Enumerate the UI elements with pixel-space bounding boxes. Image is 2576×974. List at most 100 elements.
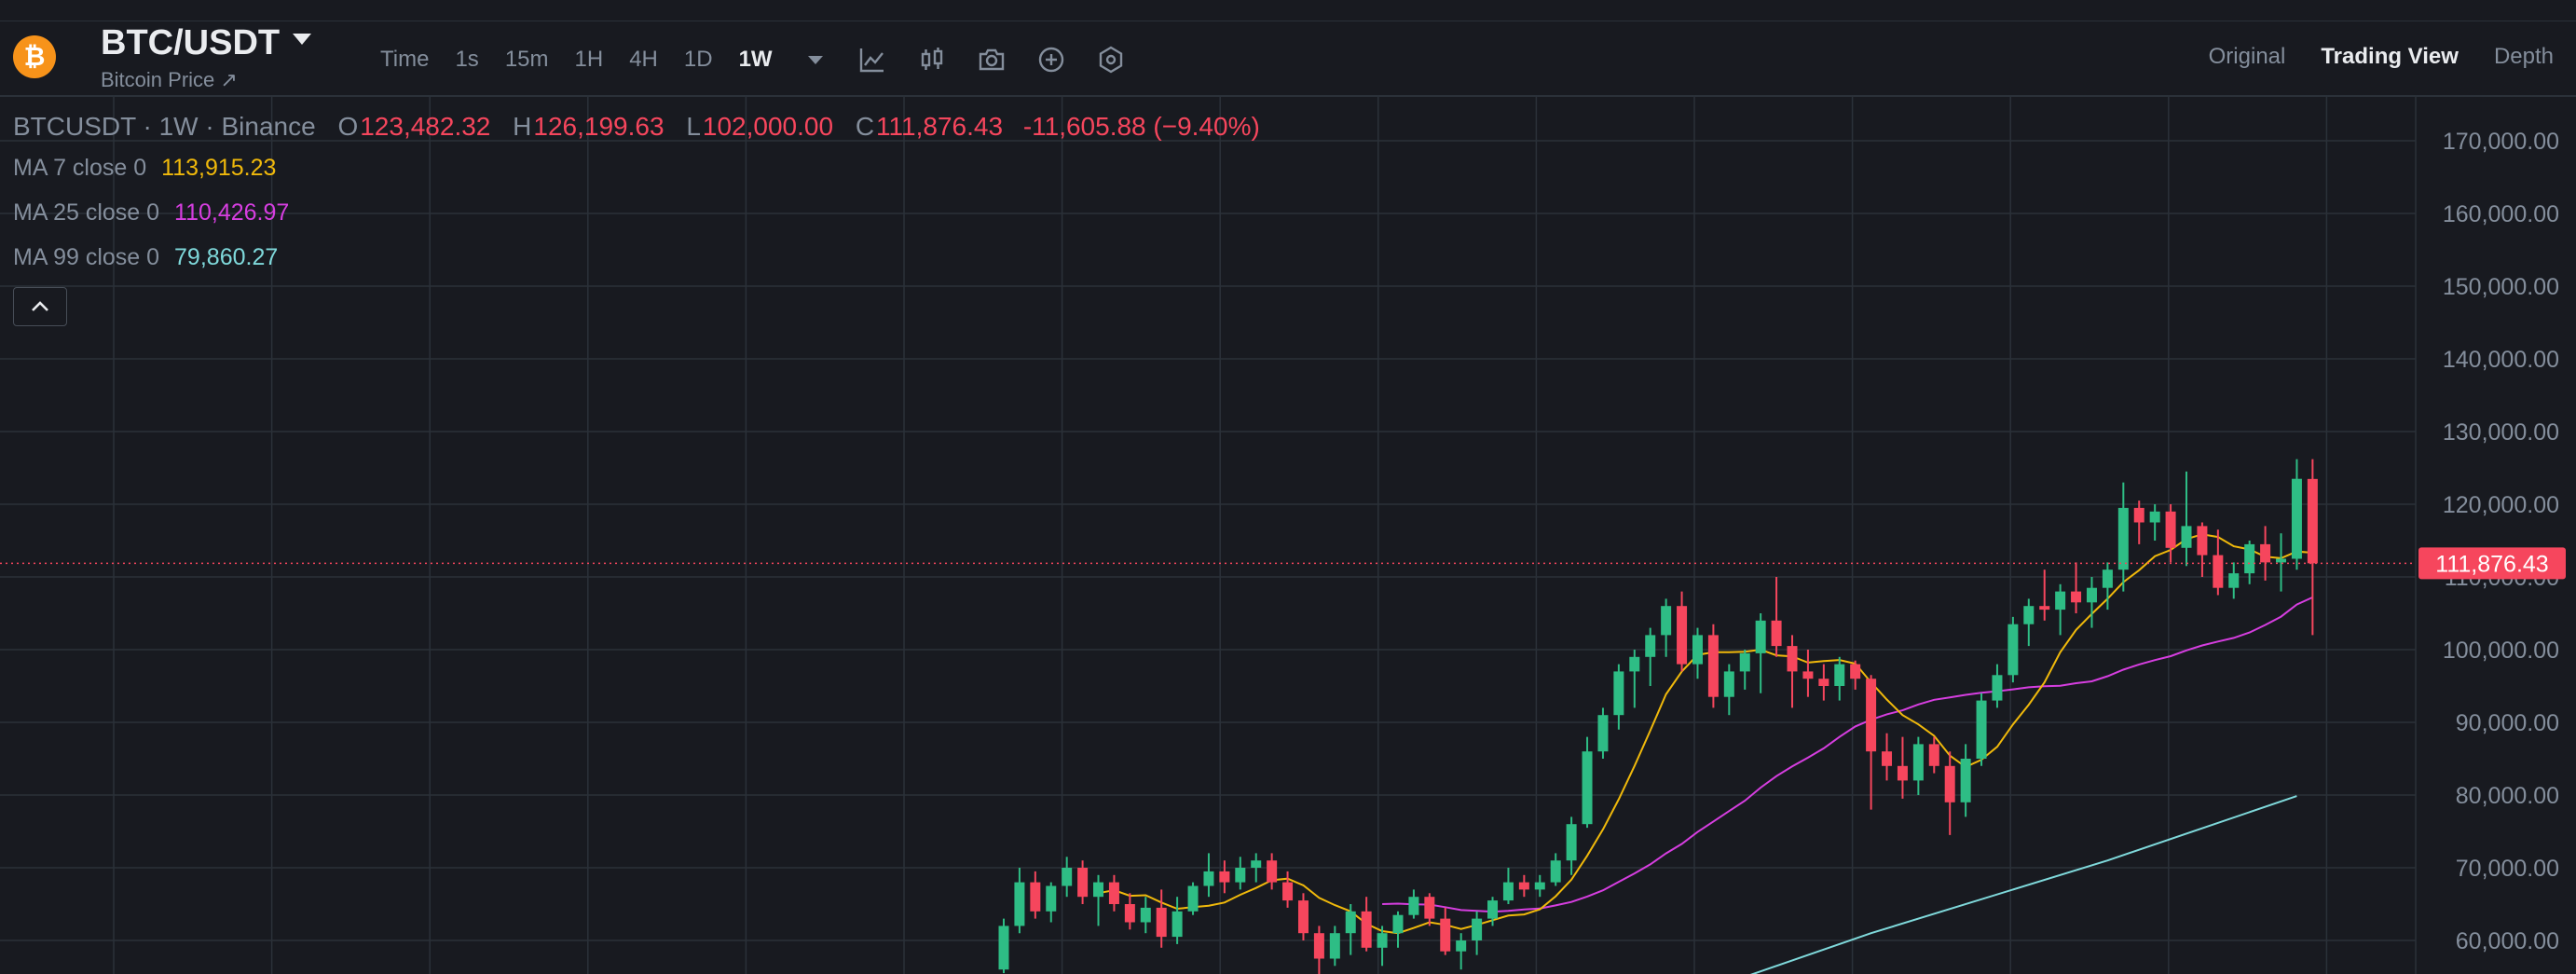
candle-up bbox=[1723, 671, 1734, 697]
ma99-path bbox=[1749, 795, 2297, 974]
close-value: 111,876.43 bbox=[876, 112, 1004, 141]
last-price-label: 111,876.43 bbox=[2435, 551, 2548, 577]
candle-up bbox=[1140, 907, 1151, 923]
interval-1h[interactable]: 1H bbox=[574, 47, 604, 72]
candle-up bbox=[2291, 478, 2302, 559]
interval-15m[interactable]: 15m bbox=[504, 47, 549, 72]
candles bbox=[998, 459, 2318, 974]
interval-4h[interactable]: 4H bbox=[629, 47, 658, 72]
price-tick-label: 120,000.00 bbox=[2443, 492, 2559, 518]
chart-legend: BTCUSDT · 1W · Binance O123,482.32 H126,… bbox=[13, 108, 1260, 280]
ohlc-row: BTCUSDT · 1W · Binance O123,482.32 H126,… bbox=[13, 108, 1260, 145]
candle-up bbox=[998, 926, 1009, 970]
candle-up bbox=[1566, 824, 1577, 861]
indicator-icon[interactable] bbox=[856, 44, 888, 75]
candle-down bbox=[1850, 664, 1861, 679]
candle-down bbox=[1313, 933, 1324, 959]
candle-down bbox=[1882, 751, 1893, 766]
high-key: H bbox=[513, 112, 532, 141]
caret-down-icon bbox=[293, 33, 312, 45]
interval-1s[interactable]: 1s bbox=[455, 47, 479, 72]
add-icon[interactable] bbox=[1035, 44, 1067, 75]
candle-down bbox=[1707, 635, 1719, 697]
open-key: O bbox=[337, 112, 359, 141]
candle-down bbox=[2165, 511, 2176, 548]
high-value: 126,199.63 bbox=[533, 112, 665, 141]
chart-grid bbox=[0, 95, 2417, 974]
candle-up bbox=[1392, 914, 1404, 934]
ma99-value: 79,860.27 bbox=[174, 244, 279, 270]
price-tick-label: 170,000.00 bbox=[2443, 129, 2559, 155]
candle-up bbox=[1093, 882, 1104, 898]
camera-icon[interactable] bbox=[976, 44, 1007, 75]
candle-up bbox=[1661, 606, 1672, 636]
candle-down bbox=[1219, 871, 1230, 883]
more-intervals-icon[interactable] bbox=[807, 55, 823, 64]
candle-up bbox=[2181, 526, 2192, 548]
bitcoin-logo-icon: ₿ bbox=[13, 35, 56, 78]
candle-up bbox=[1046, 885, 1057, 912]
price-tick-label: 150,000.00 bbox=[2443, 274, 2559, 300]
candle-up bbox=[1187, 885, 1199, 912]
candle-down bbox=[2133, 507, 2144, 523]
interval-1w[interactable]: 1W bbox=[738, 47, 773, 72]
candle-down bbox=[1108, 882, 1119, 904]
last-price-marker: 111,876.43 bbox=[0, 547, 2566, 580]
candle-down bbox=[1518, 882, 1529, 890]
candle-up bbox=[1345, 911, 1356, 934]
candle-down bbox=[1030, 882, 1041, 912]
candle-up bbox=[1912, 744, 1924, 781]
interval-time[interactable]: Time bbox=[380, 47, 430, 72]
chart-header: ₿ BTC/USDT Bitcoin Price ↗ Time 1s 15m 1… bbox=[0, 21, 2576, 97]
candle-up bbox=[1692, 635, 1703, 665]
candle-down bbox=[1818, 679, 1829, 686]
ma25-label: MA 25 close 0 bbox=[13, 199, 160, 226]
candle-down bbox=[2197, 526, 2208, 556]
candle-up bbox=[1377, 933, 1388, 948]
candle-down bbox=[1077, 868, 1089, 898]
bitcoin-price-link[interactable]: Bitcoin Price ↗ bbox=[101, 68, 238, 91]
candle-up bbox=[1251, 860, 1262, 868]
price-tick-label: 100,000.00 bbox=[2443, 638, 2559, 664]
candle-up bbox=[2244, 543, 2255, 574]
candle-up bbox=[2117, 507, 2129, 570]
candle-up bbox=[1992, 675, 2003, 701]
ma99-line bbox=[1749, 795, 2297, 974]
price-chart[interactable]: 60,000.00 70,000.00 80,000.00 90,000.00 100,… bbox=[0, 95, 2576, 974]
last-price-tag bbox=[2418, 547, 2566, 580]
candle-up bbox=[2276, 558, 2287, 563]
interval-toolbar: Time 1s 15m 1H 4H 1D 1W bbox=[380, 44, 1155, 75]
view-original[interactable]: Original bbox=[2208, 44, 2286, 69]
legend-collapse-button[interactable] bbox=[13, 287, 67, 326]
candle-down bbox=[2260, 543, 2271, 563]
candle-down bbox=[1866, 679, 1877, 752]
view-switcher: Original Trading View Depth bbox=[2173, 44, 2554, 70]
candle-up bbox=[1739, 652, 1750, 672]
candle-up bbox=[1502, 882, 1514, 901]
price-tick-label: 90,000.00 bbox=[2456, 710, 2559, 736]
candle-up bbox=[1472, 918, 1483, 940]
ma7-value: 113,915.23 bbox=[161, 155, 277, 181]
price-tick-label: 140,000.00 bbox=[2443, 347, 2559, 373]
view-trading-view[interactable]: Trading View bbox=[2321, 44, 2459, 69]
candle-down bbox=[1944, 765, 1955, 803]
ma7-label: MA 7 close 0 bbox=[13, 155, 147, 181]
interval-1d[interactable]: 1D bbox=[683, 47, 713, 72]
ma7-legend: MA 7 close 0 113,915.23 bbox=[13, 145, 1260, 190]
settings-icon[interactable] bbox=[1095, 44, 1127, 75]
candle-up bbox=[2086, 587, 2097, 603]
candle-down bbox=[1928, 744, 1939, 766]
candle-up bbox=[2102, 569, 2113, 588]
candle-up bbox=[2055, 591, 2066, 610]
candle-style-icon[interactable] bbox=[916, 44, 948, 75]
ma25-legend: MA 25 close 0 110,426.97 bbox=[13, 190, 1260, 235]
symbol-label: BTCUSDT · 1W · Binance bbox=[13, 112, 316, 141]
change-value: -11,605.88 (−9.40%) bbox=[1022, 112, 1260, 141]
pair-selector[interactable]: BTC/USDT bbox=[101, 23, 312, 63]
ma7-path bbox=[1098, 533, 2313, 935]
view-depth[interactable]: Depth bbox=[2493, 44, 2554, 69]
ma99-legend: MA 99 close 0 79,860.27 bbox=[13, 235, 1260, 280]
candle-down bbox=[1297, 900, 1309, 934]
candle-down bbox=[2071, 591, 2082, 603]
ma25-value: 110,426.97 bbox=[174, 199, 290, 226]
